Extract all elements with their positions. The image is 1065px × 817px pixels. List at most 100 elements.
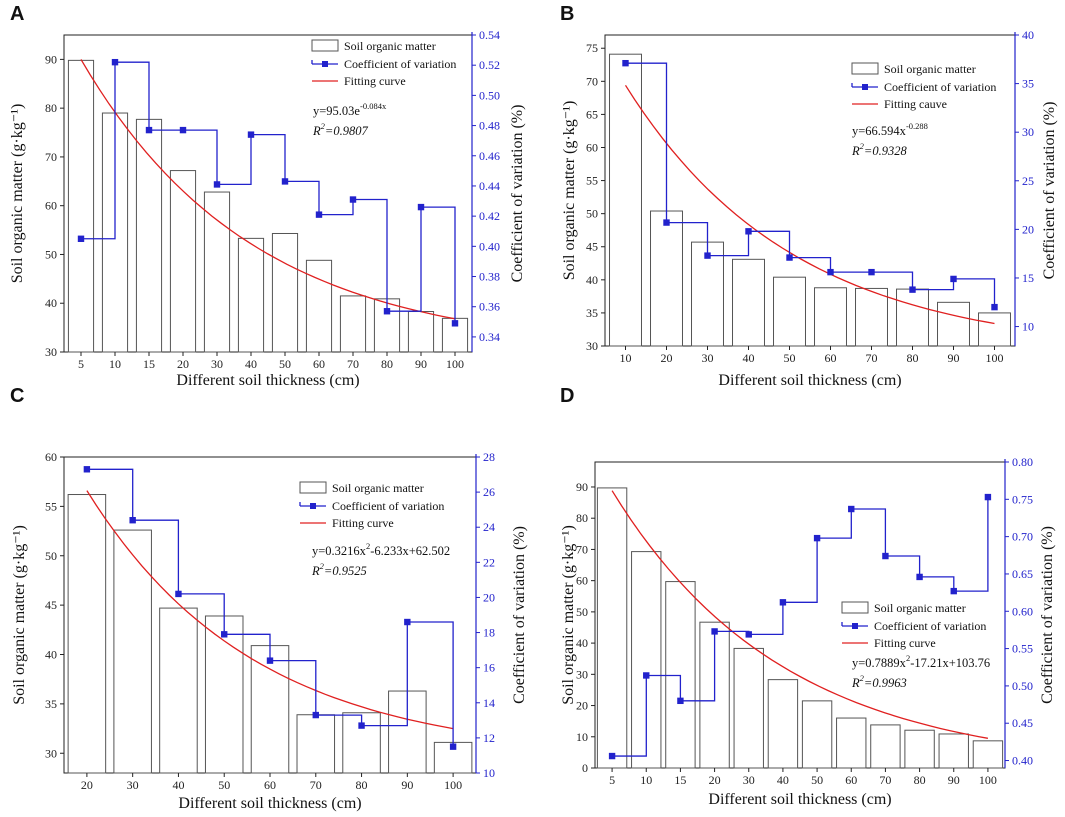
x-axis-title: Different soil thickness (cm) [708,791,891,808]
legend-label: Fitting curve [344,74,406,88]
y2-tick-label: 14 [483,696,495,710]
y-axis-title: Soil organic matter (g·kg⁻¹) [561,101,578,281]
y-tick-label: 90 [576,480,588,494]
x-tick-label: 50 [811,773,823,787]
bar-soil-organic-matter [767,679,799,769]
y2-axis-title: Coefficient of variation (%) [511,526,528,704]
equation-text: y=0.3216x2-6.233x+62.502 [312,541,450,558]
y-tick-label: 45 [45,598,57,612]
bar-soil-organic-matter [773,276,806,347]
x-tick-label: 20 [177,357,189,371]
cv-point [145,126,153,134]
y-tick-label: 80 [576,511,588,525]
x-tick-label: 20 [661,351,673,365]
x-tick-label: 80 [356,778,368,792]
r2-value: =0.9963 [864,676,907,690]
x-tick-label: 50 [218,778,230,792]
bar-soil-organic-matter [870,724,901,769]
cv-point [827,268,834,276]
legend-label: Coefficient of variation [884,80,996,94]
cv-point [786,254,793,261]
equation-exponent: 2 [366,541,370,551]
x-tick-label: 100 [986,351,1004,365]
y-axis-title: Soil organic matter (g·kg⁻¹) [11,525,28,705]
x-tick-label: 70 [866,351,878,365]
r2-exponent: 2 [320,561,325,571]
x-tick-label: 90 [948,773,960,787]
y2-axis-title: Coefficient of variation (%) [509,105,526,283]
legend-swatch-bar [299,481,327,494]
cv-point [129,517,136,524]
y2-tick-label: 0.44 [479,179,500,193]
y2-tick-label: 24 [483,520,495,534]
x-tick-label: 60 [313,357,325,371]
bar-soil-organic-matter [250,645,290,774]
bar-soil-organic-matter [203,191,231,353]
y-tick-label: 40 [45,296,57,310]
r2-label: R [851,676,860,690]
y2-tick-label: 0.50 [479,88,500,102]
y2-axis-title: Coefficient of variation (%) [1041,102,1058,280]
cv-point [643,672,650,679]
x-tick-label: 70 [347,357,359,371]
y2-tick-label: 0.52 [479,58,500,72]
panel-letter: D [560,385,574,407]
bar-soil-organic-matter [801,700,833,769]
x-tick-label: 80 [914,773,926,787]
legend: Soil organic matter Coefficient of variat… [851,62,996,111]
cv-step-line [81,61,456,324]
x-tick-label: 90 [401,778,413,792]
y2-tick-label: 0.80 [1012,455,1033,469]
cv-point [991,303,998,311]
legend-label: Soil organic matter [332,481,424,495]
x-tick-label: 20 [81,778,93,792]
x-tick-label: 40 [245,357,257,371]
cv-point [77,235,85,242]
y2-tick-label: 15 [1022,271,1034,285]
fitting-curve-line [86,490,454,730]
cv-point [111,58,119,66]
r2-value: =0.9807 [325,124,369,138]
y-tick-label: 60 [586,140,598,154]
bar-soil-organic-matter [296,714,336,774]
cv-step-line [625,62,996,308]
y-tick-label: 20 [576,699,588,713]
cv-point [868,268,875,276]
y-tick-label: 40 [45,648,57,662]
y2-tick-label: 0.40 [479,239,500,253]
cv-point [315,211,323,218]
bar-soil-organic-matter [169,170,197,353]
cv-point [213,181,221,188]
legend-swatch-bar [851,62,879,75]
equation-exponent: -0.084x [360,101,387,111]
y-tick-label: 55 [586,174,598,188]
x-tick-label: 100 [979,773,997,787]
y-tick-label: 40 [576,636,588,650]
x-tick-label: 30 [127,778,139,792]
x-tick-label: 50 [784,351,796,365]
y-tick-label: 40 [586,273,598,287]
r-squared-text: R2=0.9328 [851,141,907,158]
x-tick-label: 5 [609,773,615,787]
equation-text: y=66.594x-0.288 [852,121,928,138]
cv-point [950,275,957,283]
bar-soil-organic-matter [407,311,435,353]
y2-tick-label: 0.45 [1012,716,1033,730]
y2-tick-label: 0.54 [479,28,500,42]
cv-point [349,196,357,203]
y2-tick-label: 30 [1022,125,1034,139]
legend-label: Fitting curve [874,636,936,650]
x-tick-label: 90 [415,357,427,371]
y-tick-label: 90 [45,52,57,66]
y-tick-label: 30 [576,667,588,681]
legend-label: Soil organic matter [344,39,436,53]
bar-soil-organic-matter [896,288,929,347]
r-squared-text: R2=0.9963 [851,673,907,690]
equation-rest: -6.233x+62.502 [370,544,450,558]
y2-tick-label: 0.55 [1012,642,1033,656]
y2-tick-label: 10 [483,766,495,780]
r2-value: =0.9328 [864,144,908,158]
r2-label: R [312,124,321,138]
cv-point [711,628,718,635]
